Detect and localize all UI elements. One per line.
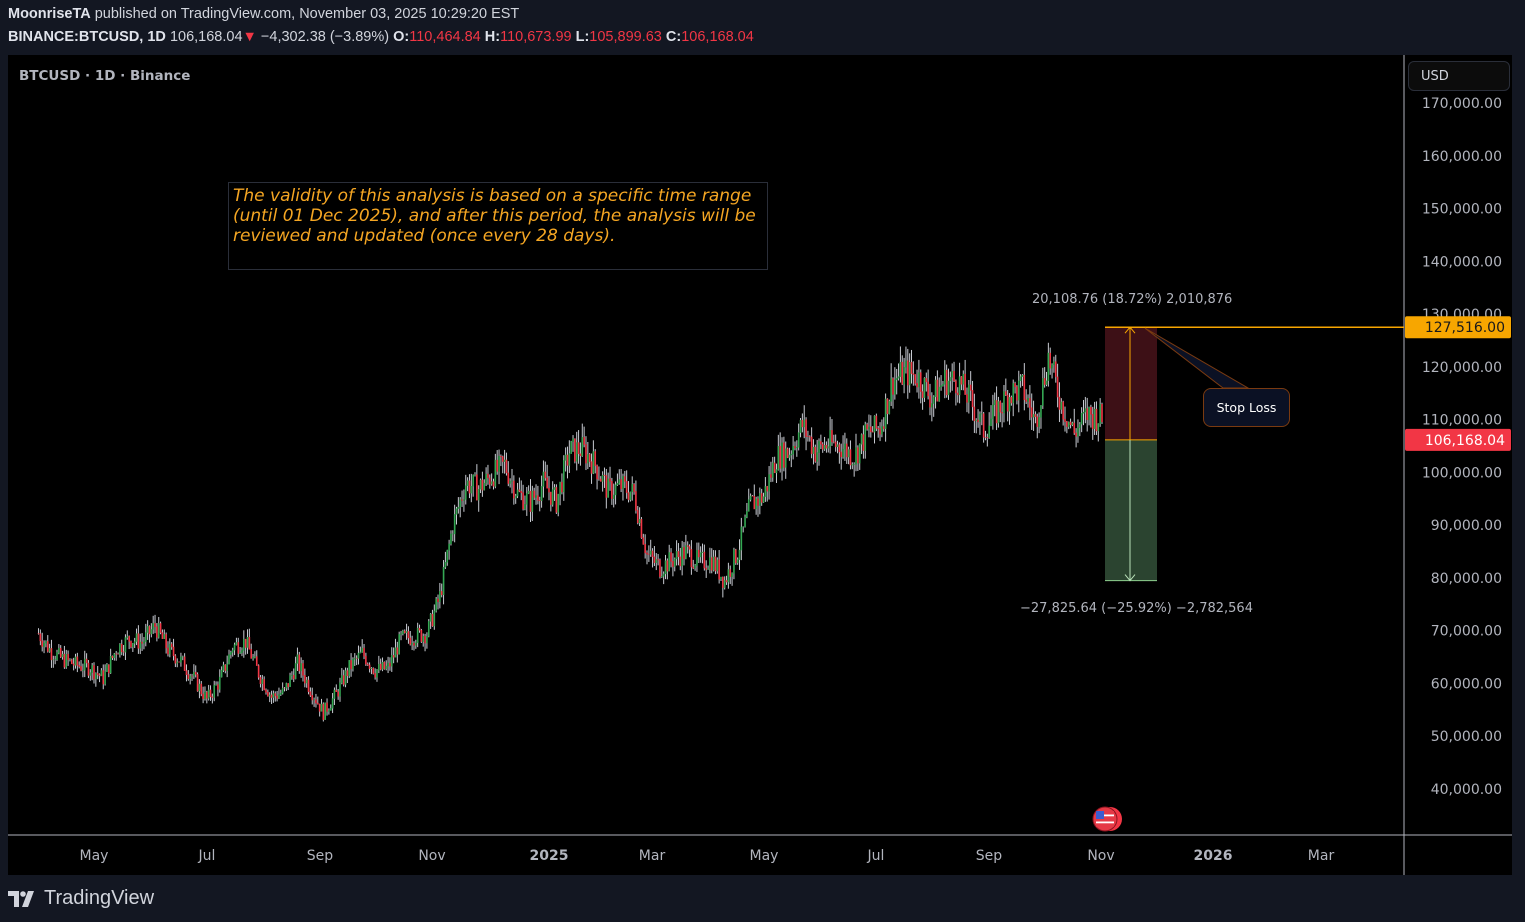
low-value: 105,899.63 xyxy=(589,29,662,45)
analysis-note[interactable]: The validity of this analysis is based o… xyxy=(228,182,768,270)
reward-zone[interactable] xyxy=(1105,439,1157,581)
price-tick: 120,000.00 xyxy=(1422,360,1502,376)
reward-label: −27,825.64 (−25.92%) −2,782,564 xyxy=(1020,601,1253,616)
symbol-full: BINANCE:BTCUSD, 1D xyxy=(8,29,166,45)
time-tick: 2025 xyxy=(530,848,569,864)
last-price-tag-text: 106,168.04 xyxy=(1425,433,1505,449)
flag-stripe xyxy=(1096,811,1114,813)
flag-stripe xyxy=(1096,821,1114,824)
price-tick: 50,000.00 xyxy=(1431,729,1502,745)
time-tick: May xyxy=(750,848,779,864)
down-arrow-icon: ▼ xyxy=(242,29,257,45)
price-tick: 90,000.00 xyxy=(1431,518,1502,534)
price-tick: 170,000.00 xyxy=(1422,96,1502,112)
stop-price-tag-text: 127,516.00 xyxy=(1425,320,1505,336)
time-tick: Nov xyxy=(1087,848,1114,864)
time-tick: Sep xyxy=(976,848,1003,864)
close-label: C: xyxy=(665,29,682,45)
price-tick: 140,000.00 xyxy=(1422,254,1502,270)
brand-name: TradingView xyxy=(44,887,155,909)
time-tick: 2026 xyxy=(1194,848,1233,864)
arrow-down-icon xyxy=(1124,574,1136,582)
open-label: O: xyxy=(393,29,410,45)
time-tick: Jul xyxy=(198,848,216,864)
flag-stripe xyxy=(1096,825,1114,827)
currency-button[interactable]: USD xyxy=(1408,61,1510,91)
low-label: L: xyxy=(575,29,590,45)
last-price: 106,168.04 xyxy=(169,29,243,45)
tv-logo-icon xyxy=(8,890,34,907)
price-tick: 60,000.00 xyxy=(1431,676,1502,692)
published-text: published on TradingView.com, November 0… xyxy=(94,6,520,22)
risk-label: 20,108.76 (18.72%) 2,010,876 xyxy=(1032,292,1233,307)
open-value: 110,464.84 xyxy=(409,29,481,45)
author-name[interactable]: MoonriseTA xyxy=(8,6,91,22)
time-tick: Sep xyxy=(307,848,334,864)
flag-canton xyxy=(1096,811,1104,819)
tradingview-logo[interactable]: TradingView xyxy=(8,887,154,910)
price-tick: 40,000.00 xyxy=(1431,782,1502,798)
time-tick: Nov xyxy=(418,848,445,864)
price-tick: 70,000.00 xyxy=(1431,624,1502,640)
flag-stripe xyxy=(1096,814,1114,817)
price-tick: 110,000.00 xyxy=(1422,413,1502,429)
time-tick: Jul xyxy=(867,848,885,864)
price-tick: 80,000.00 xyxy=(1431,571,1502,587)
risk-zone[interactable] xyxy=(1105,327,1157,440)
price-change: −4,302.38 (−3.89%) xyxy=(260,29,390,45)
flag-stripe xyxy=(1096,818,1114,820)
price-tick: 160,000.00 xyxy=(1422,149,1502,165)
stop-price-tag xyxy=(1405,316,1511,339)
candles xyxy=(37,342,1103,722)
chart-panel[interactable]: 170,000.00 160,000.00 150,000.00 140,000.00… xyxy=(8,55,1512,875)
time-tick: May xyxy=(80,848,109,864)
high-label: H: xyxy=(484,29,501,45)
price-tick: 100,000.00 xyxy=(1422,465,1502,481)
high-value: 110,673.99 xyxy=(500,29,572,45)
callout-pointer xyxy=(1144,327,1250,389)
time-tick: Mar xyxy=(639,848,666,864)
stop-loss-callout[interactable]: Stop Loss xyxy=(1203,388,1290,427)
symbol-ohlc-header: BINANCE:BTCUSD, 1D 106,168.04▼ −4,302.38… xyxy=(8,29,754,45)
price-tick: 150,000.00 xyxy=(1422,202,1502,218)
time-tick: Mar xyxy=(1308,848,1335,864)
publish-header: MoonriseTA published on TradingView.com,… xyxy=(8,6,519,22)
chart-symbol-label: BTCUSD · 1D · Binance xyxy=(19,68,191,84)
close-value: 106,168.04 xyxy=(681,29,754,45)
price-chart-canvas[interactable]: 170,000.00 160,000.00 150,000.00 140,000.00… xyxy=(8,55,1512,875)
last-price-tag xyxy=(1405,428,1511,451)
